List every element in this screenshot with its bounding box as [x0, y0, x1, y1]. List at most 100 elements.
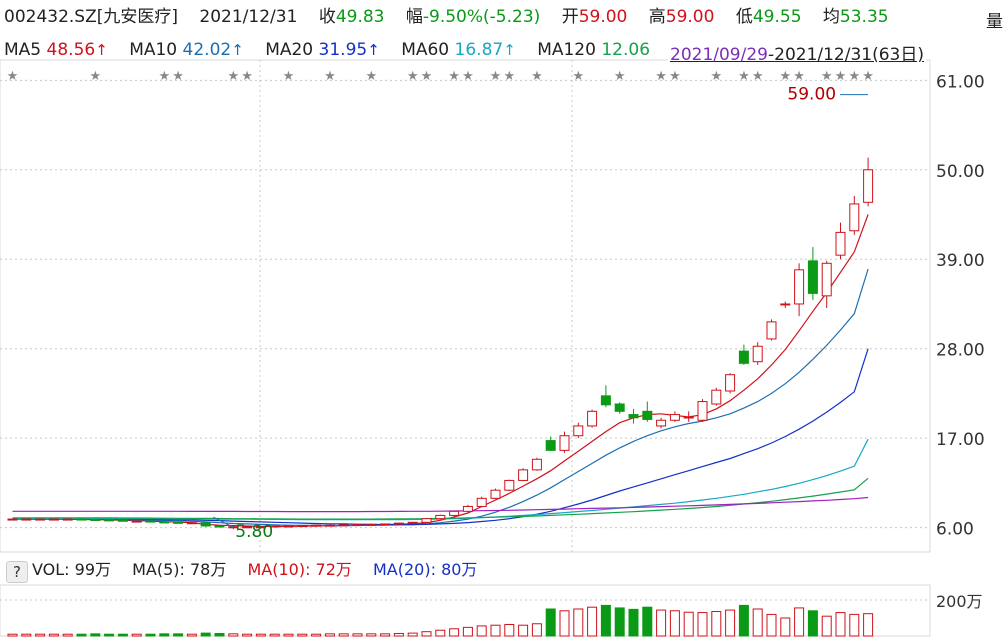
- volume-bar: [600, 604, 611, 637]
- signal-stars: ★ ★ ★ ★ ★ ★ ★ ★ ★ ★ ★ ★ ★ ★ ★ ★ ★ ★ ★ ★ ★ ★ ★ ★ ★ ★ ★ ★ ★: [7, 69, 874, 84]
- candle-body: [476, 497, 487, 507]
- signal-star: ★: [655, 69, 667, 84]
- volume-bar: [311, 633, 322, 637]
- candle-body: [711, 389, 722, 405]
- candle: [669, 411, 680, 422]
- candle: [559, 431, 570, 453]
- volume-bar: [173, 633, 184, 637]
- volume-bar: [380, 633, 391, 637]
- candle: [780, 301, 791, 309]
- volume-bar: [393, 632, 404, 637]
- candle-body: [780, 303, 791, 306]
- volume-bar: [117, 633, 128, 637]
- volume-bar: [338, 633, 349, 637]
- signal-star: ★: [448, 69, 460, 84]
- candle: [186, 522, 197, 525]
- candle: [752, 342, 763, 365]
- candle: [711, 387, 722, 406]
- ma10-value: 42.02: [182, 40, 232, 60]
- volume-bar: [766, 613, 777, 637]
- volume-bar: [738, 604, 749, 637]
- volume-bar: [48, 633, 59, 637]
- ma-legend: MA5 48.56↑ MA10 42.02↑ MA20 31.95↑ MA60 …: [4, 40, 650, 60]
- date-range-label[interactable]: 2021/09/29-2021/12/31(63日): [668, 40, 927, 65]
- candle: [863, 157, 874, 207]
- candle-body: [186, 522, 197, 525]
- candle: [200, 522, 211, 527]
- candle-body: [614, 403, 625, 412]
- range-end: 2021/12/31(63日): [774, 45, 925, 65]
- volume-bar: [835, 612, 846, 637]
- candle-body: [752, 345, 763, 363]
- candle: [283, 525, 294, 528]
- candle-body: [159, 521, 170, 524]
- candle: [255, 525, 266, 529]
- candle-body: [504, 479, 515, 491]
- candle: [518, 468, 529, 482]
- candle-body: [587, 410, 598, 427]
- candle: [738, 344, 749, 365]
- candle: [297, 525, 308, 528]
- volume-tab-label[interactable]: 量: [986, 12, 1003, 32]
- y-axis: 61.00 50.00 39.00 28.00 17.00 6.00: [936, 72, 985, 539]
- candle-body: [145, 520, 156, 523]
- high-label: 高: [648, 7, 666, 27]
- ma5-label: MA5: [4, 40, 42, 60]
- volume-bar: [642, 606, 653, 637]
- candle-body: [311, 524, 322, 527]
- volume-bar: [504, 623, 515, 637]
- volume-bar: [614, 607, 625, 637]
- candle-body: [104, 519, 115, 522]
- candle-body: [407, 521, 418, 524]
- candle-body: [835, 231, 846, 256]
- volume-bar: [131, 633, 142, 637]
- high-price-label: 59.00: [787, 85, 836, 105]
- ma20-label: MA20: [265, 40, 314, 60]
- candle-body: [214, 525, 225, 528]
- volume-bar: [656, 609, 667, 637]
- candle: [352, 523, 363, 526]
- low-value: 49.55: [752, 7, 802, 27]
- candle: [656, 417, 667, 429]
- close-value: 49.83: [335, 7, 385, 27]
- candle-body: [255, 526, 266, 529]
- candle: [117, 519, 128, 522]
- vol-ma10: MA(10): 72万: [247, 560, 352, 579]
- candle-body: [656, 419, 667, 427]
- candle-body: [297, 525, 308, 528]
- volume-bar: [697, 612, 708, 637]
- low-price-label: 5.80: [235, 522, 273, 542]
- candle-body: [380, 523, 391, 526]
- candle: [628, 408, 639, 424]
- candle: [683, 411, 694, 422]
- y-tick-label: 61.00: [936, 72, 985, 92]
- candle: [807, 247, 818, 300]
- change-label: 幅: [405, 7, 423, 27]
- volume-bar: [821, 615, 832, 637]
- candle-body: [200, 522, 211, 527]
- candle: [48, 518, 59, 521]
- candle-body: [21, 518, 32, 521]
- candle-body: [366, 523, 377, 526]
- volume-bar: [324, 633, 335, 637]
- candle-body: [531, 458, 542, 471]
- volume-bar: [62, 633, 73, 637]
- candle: [504, 479, 515, 492]
- volume-bar: [518, 624, 529, 637]
- candle-body: [766, 321, 777, 340]
- volume-bar: [587, 606, 598, 637]
- volume-bar: [255, 633, 266, 637]
- signal-star: ★: [324, 69, 336, 84]
- candles: [7, 157, 874, 530]
- volume-bar: [283, 633, 294, 637]
- ma5-up-arrow: ↑: [95, 41, 108, 59]
- candle: [614, 402, 625, 414]
- volume-bar: [186, 633, 197, 637]
- ma20-value: 31.95: [318, 40, 368, 60]
- help-button[interactable]: ?: [6, 561, 28, 583]
- candle: [131, 520, 142, 523]
- candle: [449, 510, 460, 517]
- candle-body: [794, 269, 805, 305]
- candle-body: [725, 374, 736, 392]
